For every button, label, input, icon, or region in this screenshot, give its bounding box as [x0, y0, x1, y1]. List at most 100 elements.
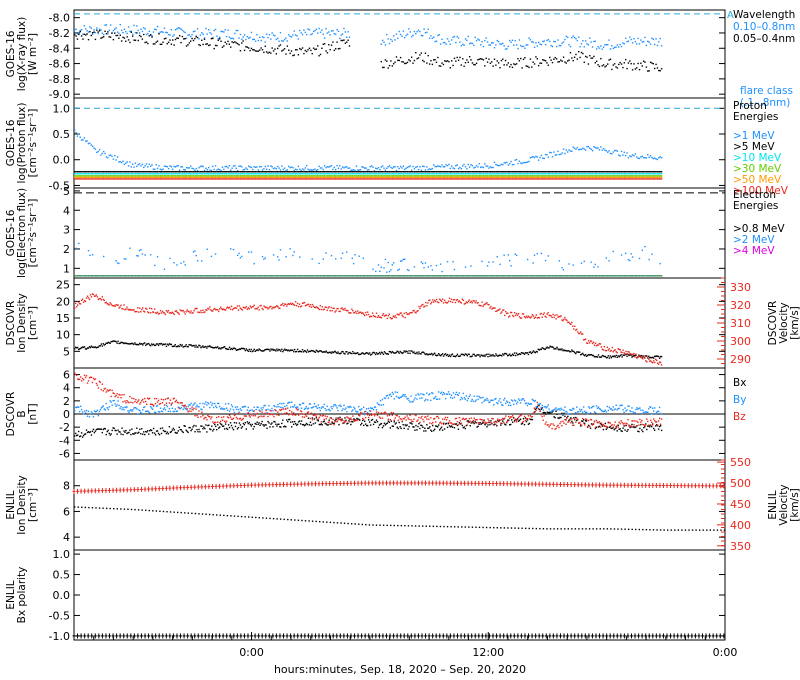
data-point [308, 305, 311, 308]
data-point [507, 175, 510, 177]
data-point [437, 34, 439, 37]
data-point [484, 178, 486, 180]
data-point [289, 275, 291, 277]
data-point [202, 176, 204, 179]
data-point [83, 173, 86, 175]
data-point [466, 175, 468, 177]
data-point [316, 350, 319, 352]
data-point [321, 167, 323, 169]
data-point [97, 275, 99, 277]
data-point [138, 163, 141, 165]
data-point [231, 41, 233, 43]
data-point [492, 166, 494, 169]
data-point [94, 175, 97, 177]
data-point [515, 171, 518, 173]
data-point [595, 176, 598, 179]
data-point [533, 46, 536, 49]
data-point [83, 176, 86, 179]
data-point [303, 29, 305, 31]
data-point [359, 311, 361, 314]
data-point [159, 171, 162, 173]
data-point [102, 175, 105, 177]
data-point [579, 173, 581, 175]
data-point [488, 275, 490, 277]
data-point [137, 275, 139, 277]
y-tick-label: -9.0 [49, 88, 70, 101]
data-point [288, 178, 290, 180]
data-point [546, 173, 548, 175]
data-point [252, 171, 254, 173]
data-point [515, 44, 518, 46]
data-point [138, 178, 141, 180]
data-point [351, 173, 353, 175]
data-point [656, 176, 659, 179]
data-point [184, 275, 186, 277]
data-point [264, 178, 266, 180]
data-point [288, 176, 290, 179]
data-point [591, 46, 594, 48]
data-point [148, 176, 150, 179]
data-point [642, 156, 645, 159]
data-point [164, 313, 167, 316]
data-point [433, 275, 435, 277]
data-point [117, 340, 119, 342]
data-point [89, 176, 91, 179]
data-point [507, 354, 509, 357]
data-point [115, 159, 117, 161]
data-point [521, 171, 523, 173]
data-point [629, 176, 631, 179]
data-point [486, 275, 489, 277]
data-point [430, 265, 432, 267]
data-point [74, 175, 76, 177]
data-point [453, 268, 456, 271]
data-point [648, 173, 650, 175]
data-point [279, 178, 282, 180]
data-point [229, 308, 232, 310]
data-point [333, 166, 336, 169]
data-point [649, 171, 652, 173]
data-point [120, 29, 123, 32]
data-point [326, 309, 328, 312]
data-point [633, 155, 635, 157]
data-point [178, 313, 180, 315]
data-point [328, 171, 330, 173]
data-point [427, 275, 429, 277]
data-point [634, 153, 637, 155]
data-point [90, 296, 93, 298]
data-point [464, 38, 467, 40]
data-point [285, 303, 287, 306]
data-point [615, 46, 617, 48]
data-point [489, 44, 492, 46]
data-point [481, 175, 483, 177]
data-point [172, 35, 174, 37]
data-point [644, 173, 646, 175]
data-point [496, 173, 498, 175]
data-point [293, 173, 295, 175]
data-point [86, 33, 88, 35]
data-point [318, 27, 320, 30]
data-point [265, 275, 268, 277]
data-point [197, 311, 199, 313]
data-point [297, 305, 300, 308]
data-point [170, 173, 173, 175]
data-point [163, 27, 166, 29]
data-point [169, 171, 171, 173]
data-point [448, 354, 451, 356]
data-point [120, 341, 122, 344]
data-point [495, 44, 497, 46]
data-point [491, 173, 493, 175]
data-point [502, 275, 504, 277]
data-point [205, 275, 207, 277]
data-point [607, 176, 609, 179]
data-point [363, 171, 366, 173]
data-point [536, 171, 539, 173]
data-point [490, 354, 492, 356]
data-point [372, 314, 375, 317]
data-point [427, 176, 429, 179]
data-point [641, 155, 643, 158]
data-point [224, 29, 226, 31]
data-point [423, 171, 425, 173]
data-point [370, 165, 373, 167]
y-tick-label: 5 [63, 345, 70, 358]
data-point [294, 34, 297, 36]
